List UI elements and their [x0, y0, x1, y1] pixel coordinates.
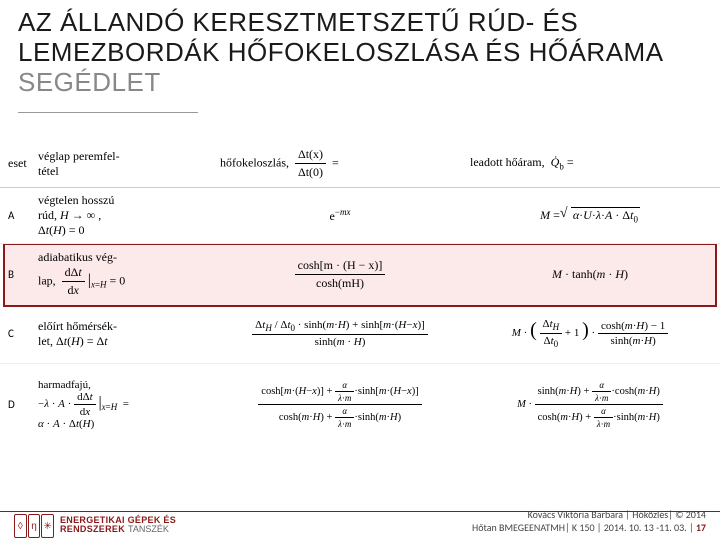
page-number: 17 — [696, 521, 706, 534]
row-b-heatflow: M · tanh(m · H) — [470, 244, 710, 304]
header-distribution: hőfokeloszlás, Δt(x) Δt(0) = — [220, 140, 460, 187]
table-header: eset véglap peremfel-tétel hőfokeloszlás… — [0, 140, 720, 188]
row-a-distribution: e−mx — [220, 188, 460, 243]
row-c-heatflow: M · ( ΔtHΔt0 + 1 ) · cosh(m·H) − 1sinh(m… — [470, 304, 710, 363]
header-boundary: véglap peremfel-tétel — [38, 140, 213, 187]
row-b-distribution: cosh[m · (H − x)] cosh(mH) — [220, 244, 460, 304]
slide-title: AZ ÁLLANDÓ KERESZTMETSZETŰ RÚD- ÉS LEMEZ… — [18, 8, 702, 98]
footer: ◊ η ✳ ENERGETIKAI GÉPEK ÉS RENDSZEREKTAN… — [0, 492, 720, 540]
table-row-b: B adiabatikus vég-lap, dΔtdx |x=H = 0 co… — [0, 244, 720, 304]
row-a-desc: végtelen hosszúrúd, H → ∞ ,Δt(H) = 0 — [38, 188, 213, 243]
title-subtitle: SEGÉDLET — [18, 67, 161, 97]
row-d-distribution: cosh[m·(H−x)] + αλ·m·sinh[m·(H−x)] cosh(… — [220, 364, 460, 444]
table-row-c: C előírt hőmérsék-let, Δt(H) = Δt ΔtH / … — [0, 304, 720, 364]
formula-table: eset véglap peremfel-tétel hőfokeloszlás… — [0, 140, 720, 488]
logo-icon: ◊ η ✳ — [14, 514, 54, 536]
row-d-desc: harmadfajú, −λ · A · dΔtdx |x=H = α · A … — [38, 364, 213, 444]
title-underline — [18, 112, 198, 113]
table-row-d: D harmadfajú, −λ · A · dΔtdx |x=H = α · … — [0, 364, 720, 444]
row-c-distribution: ΔtH / Δt0 · sinh(m·H) + sinh[m·(H−x)] si… — [220, 304, 460, 363]
row-b-desc: adiabatikus vég-lap, dΔtdx |x=H = 0 — [38, 244, 213, 304]
slide: AZ ÁLLANDÓ KERESZTMETSZETŰ RÚD- ÉS LEMEZ… — [0, 0, 720, 540]
title-main: AZ ÁLLANDÓ KERESZTMETSZETŰ RÚD- ÉS LEMEZ… — [18, 7, 662, 67]
row-d-id: D — [8, 364, 38, 444]
table-row-a: A végtelen hosszúrúd, H → ∞ ,Δt(H) = 0 e… — [0, 188, 720, 244]
row-d-heatflow: M · sinh(m·H) + αλ·m·cosh(m·H) cosh(m·H)… — [470, 364, 710, 444]
header-heatflow: leadott hőáram, Q̇b = — [470, 140, 710, 187]
logo-text: ENERGETIKAI GÉPEK ÉS RENDSZEREKTANSZÉK — [60, 516, 176, 535]
dept-logo: ◊ η ✳ ENERGETIKAI GÉPEK ÉS RENDSZEREKTAN… — [14, 514, 176, 536]
row-c-desc: előírt hőmérsék-let, Δt(H) = Δt — [38, 304, 213, 363]
footer-text: Kovács Viktória Barbara | Hőközlés| © 20… — [472, 509, 706, 534]
row-a-heatflow: M = α·U·λ·A · Δt0 — [470, 188, 710, 243]
row-a-id: A — [8, 188, 38, 243]
row-b-id: B — [8, 244, 38, 304]
row-c-id: C — [8, 304, 38, 363]
header-case: eset — [8, 140, 38, 187]
